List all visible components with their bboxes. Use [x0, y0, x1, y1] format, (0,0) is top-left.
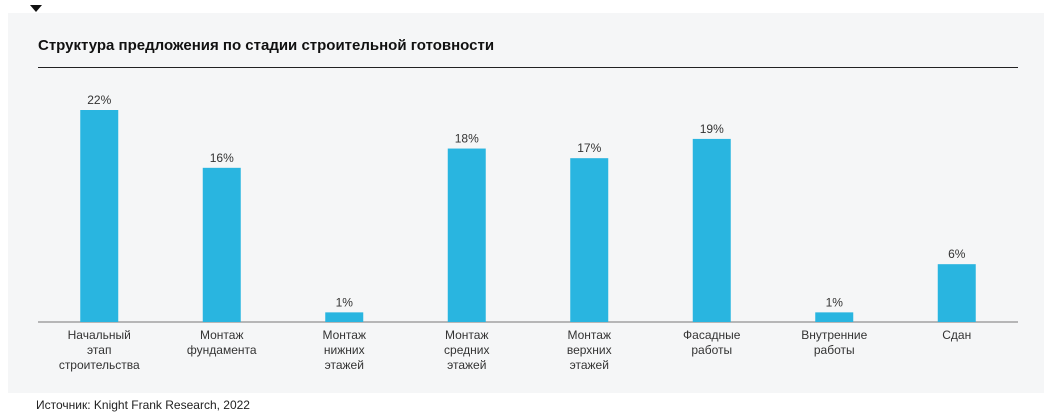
category-label-5: Монтаж верхних этажей: [567, 328, 612, 372]
category-label-1: Начальный этап строительства: [59, 328, 140, 372]
data-label-1: 22%: [87, 93, 111, 107]
title-divider: [38, 67, 1018, 68]
source-note: Источник: Knight Frank Research, 2022: [36, 398, 250, 412]
bar-3: [325, 312, 364, 322]
category-label-3: Монтаж нижних этажей: [323, 328, 367, 372]
data-label-7: 1%: [826, 295, 844, 309]
chart-title: Структура предложения по стадии строител…: [38, 37, 495, 54]
category-label-4: Монтаж средних этажей: [444, 328, 489, 372]
bar-chart: 22% Начальный этап строительства 16% Монтаж фу…: [38, 93, 1018, 372]
bar-1: [80, 110, 119, 322]
data-label-2: 16%: [210, 151, 234, 165]
category-label-8: Сдан: [942, 328, 971, 342]
data-label-4: 18%: [455, 132, 479, 146]
data-label-3: 1%: [336, 295, 354, 309]
chart-panel: [8, 13, 1044, 393]
data-label-8: 6%: [948, 247, 966, 261]
category-label-7: Внутренние работы: [801, 328, 867, 357]
bar-4: [447, 148, 486, 322]
bar-8: [937, 264, 976, 322]
category-label-6: Фасадные работы: [683, 328, 741, 357]
bar-6: [692, 138, 731, 322]
bar-7: [815, 312, 854, 322]
data-label-5: 17%: [577, 141, 601, 155]
category-label-2: Монтаж фундамента: [187, 328, 257, 357]
collapse-triangle-icon[interactable]: [30, 5, 42, 12]
bar-2: [202, 167, 241, 322]
bar-5: [570, 158, 609, 322]
data-label-6: 19%: [700, 122, 724, 136]
